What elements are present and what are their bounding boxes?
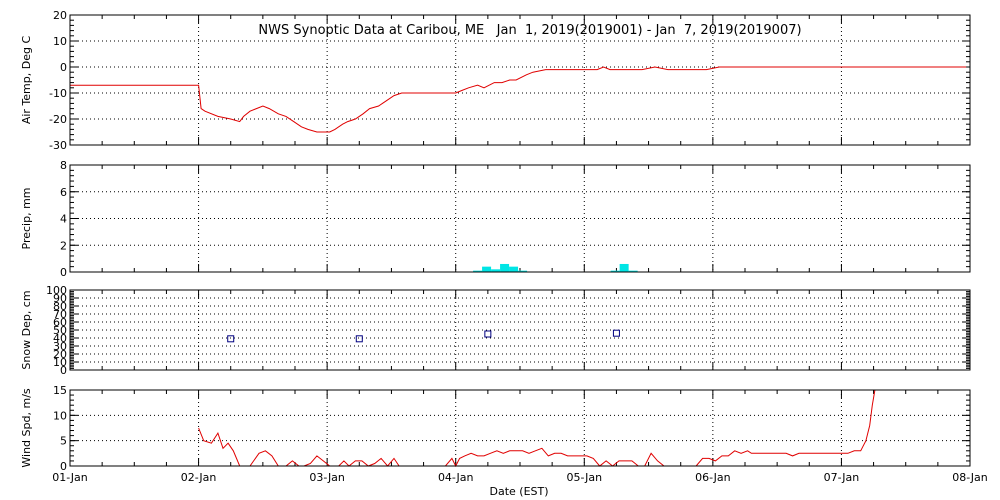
precip-bar xyxy=(482,266,492,272)
y-tick-label: 100 xyxy=(46,284,67,297)
x-axis-label: Date (EST) xyxy=(489,485,548,498)
y-tick-label: 10 xyxy=(53,409,67,422)
y-tick-label: 0 xyxy=(60,460,67,473)
y-tick-label: 4 xyxy=(60,213,67,226)
y-tick-label: 0 xyxy=(60,61,67,74)
panel-frame xyxy=(69,389,971,467)
snow-depth-point xyxy=(484,330,492,338)
y-tick-label: 60 xyxy=(53,316,67,329)
x-tick-label: 08-Jan xyxy=(952,471,988,484)
y-tick-label: 0 xyxy=(60,364,67,377)
y-tick-label: -20 xyxy=(49,113,67,126)
y-tick-label: 80 xyxy=(53,300,67,313)
precip-bar xyxy=(619,263,629,272)
snow-depth-point xyxy=(355,335,363,343)
chart-title: NWS Synoptic Data at Caribou, ME Jan 1, … xyxy=(258,23,801,38)
snow-depth-point xyxy=(227,335,235,343)
x-tick-label: 04-Jan xyxy=(438,471,474,484)
precip-bar xyxy=(509,266,519,272)
y-tick-label: 10 xyxy=(53,356,67,369)
panel-frame xyxy=(69,14,971,146)
y-axis-label: Air Temp, Deg C xyxy=(20,36,33,125)
snow-depth-point xyxy=(612,329,620,337)
precip-bar xyxy=(628,270,638,272)
precip-bar xyxy=(518,270,528,272)
y-tick-label: 8 xyxy=(60,159,67,172)
y-tick-label: 90 xyxy=(53,292,67,305)
panel-1: -30 -20 -10 0 10 20 Air Temp, Deg C xyxy=(20,9,971,152)
panel-frame xyxy=(69,164,971,273)
y-tick-label: 20 xyxy=(53,9,67,22)
y-tick-label: 70 xyxy=(53,308,67,321)
y-tick-label: 6 xyxy=(60,186,67,199)
y-axis-label: Precip, mm xyxy=(20,188,33,250)
x-tick-label: 02-Jan xyxy=(181,471,217,484)
x-tick-label: 05-Jan xyxy=(567,471,603,484)
y-tick-label: 40 xyxy=(53,332,67,345)
y-tick-label: -30 xyxy=(49,139,67,152)
y-tick-label: -10 xyxy=(49,87,67,100)
precip-bar xyxy=(610,270,620,272)
y-axis-label: Wind Spd, m/s xyxy=(20,388,33,468)
y-tick-label: 30 xyxy=(53,340,67,353)
x-tick-label: 07-Jan xyxy=(824,471,860,484)
panel-2: 0 2 4 6 8 Precip, mm xyxy=(20,159,971,279)
y-axis-label: Snow Dep, cm xyxy=(20,290,33,369)
precip-bar xyxy=(491,269,501,272)
y-tick-label: 5 xyxy=(60,435,67,448)
y-tick-label: 15 xyxy=(53,384,67,397)
x-tick-label: 03-Jan xyxy=(309,471,345,484)
panel-frame xyxy=(69,289,971,371)
y-tick-label: 2 xyxy=(60,239,67,252)
y-tick-label: 0 xyxy=(60,266,67,279)
y-tick-label: 20 xyxy=(53,348,67,361)
precip-bar xyxy=(473,270,483,272)
y-tick-label: 10 xyxy=(53,35,67,48)
precip-bar xyxy=(500,263,510,272)
x-tick-label: 01-Jan xyxy=(52,471,88,484)
x-axis: 01-Jan 02-Jan 03-Jan 04-Jan 05-Jan 06-Jan 07-J… xyxy=(52,471,988,484)
series-line xyxy=(70,66,967,133)
x-tick-label: 06-Jan xyxy=(695,471,731,484)
series-line xyxy=(198,389,876,468)
panel-4: 0 5 10 15 Wind Spd, m/s xyxy=(20,384,971,473)
y-tick-label: 50 xyxy=(53,324,67,337)
